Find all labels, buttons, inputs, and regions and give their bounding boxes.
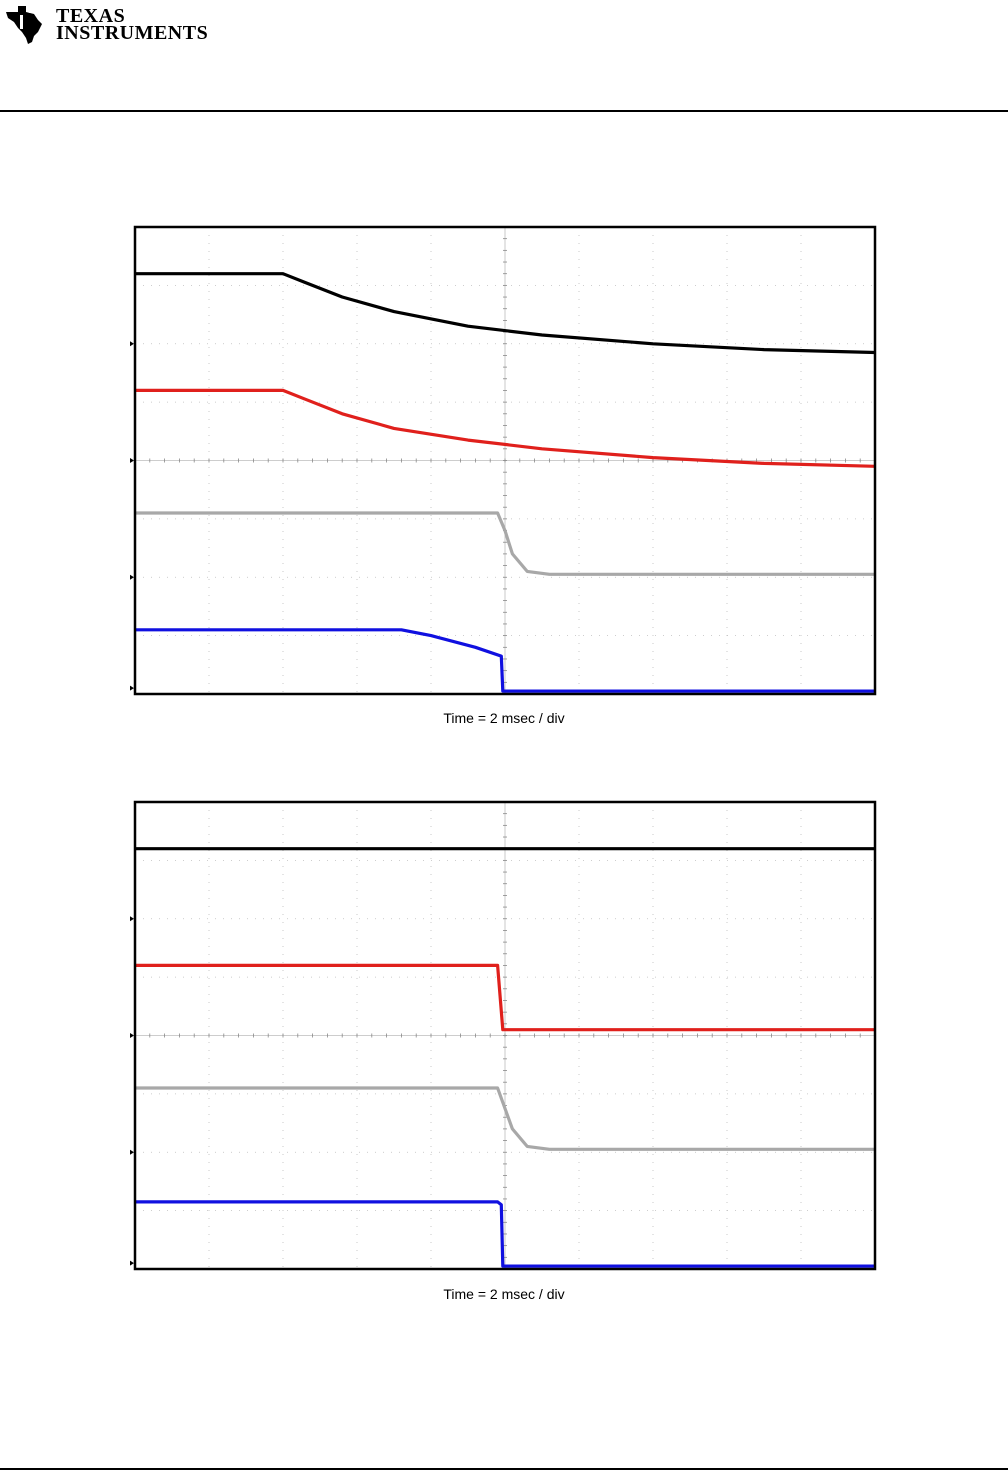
scope-plot-1 bbox=[130, 225, 880, 698]
trace-4 bbox=[135, 1200, 875, 1268]
channel-4-marker bbox=[130, 685, 134, 691]
ti-logo-icon bbox=[6, 6, 42, 44]
logo-line2: INSTRUMENTS bbox=[56, 22, 209, 44]
channel-2-marker bbox=[130, 1033, 134, 1038]
scope-plot-1-svg bbox=[130, 225, 877, 696]
trace-3 bbox=[135, 511, 875, 576]
channel-3-marker bbox=[130, 574, 134, 580]
trace-1 bbox=[135, 272, 876, 355]
channel-1-marker bbox=[130, 916, 134, 922]
scope-plot-2 bbox=[130, 800, 880, 1273]
channel-3-marker bbox=[130, 1149, 134, 1155]
logo-line1: TEXAS bbox=[56, 5, 126, 27]
channel-2-marker bbox=[130, 458, 134, 463]
trace-4 bbox=[135, 628, 875, 693]
ti-logo: TEXAS INSTRUMENTS bbox=[4, 2, 208, 46]
scope-caption-2: Time = 2 msec / div bbox=[443, 1286, 565, 1302]
channel-1-marker bbox=[130, 341, 134, 347]
trace-2 bbox=[135, 388, 876, 468]
scope-frame bbox=[133, 800, 877, 1271]
trace-3 bbox=[135, 1086, 875, 1151]
header-rule bbox=[0, 110, 1008, 112]
scope-frame bbox=[133, 225, 877, 696]
footer-rule bbox=[0, 1468, 1008, 1470]
trace-2 bbox=[135, 963, 875, 1032]
scope-plot-2-svg bbox=[130, 800, 877, 1271]
scope-caption-1: Time = 2 msec / div bbox=[443, 710, 565, 726]
channel-4-marker bbox=[130, 1260, 134, 1266]
